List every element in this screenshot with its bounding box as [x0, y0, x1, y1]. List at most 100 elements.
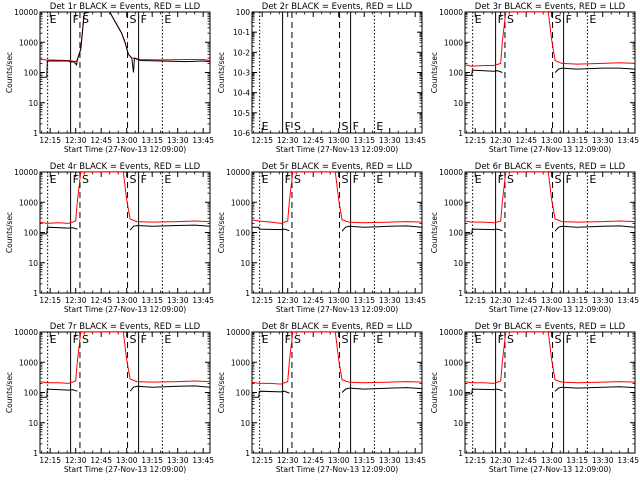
- y-tick-label: 10-2: [233, 48, 250, 57]
- y-axis-label: Counts/sec: [5, 372, 14, 413]
- x-tick-label: 13:00: [541, 456, 563, 465]
- plot-frame: [39, 171, 211, 294]
- marker-label: S: [342, 333, 349, 346]
- y-tick-label: 1: [245, 289, 250, 298]
- y-axis-label: Counts/sec: [5, 212, 14, 253]
- y-tick-label: 10: [453, 259, 463, 268]
- plot-frame: [251, 331, 423, 454]
- marker-label: F: [285, 333, 291, 346]
- marker-label: F: [285, 120, 291, 133]
- x-tick-label: 13:15: [141, 296, 163, 305]
- events-series-line-after: [129, 224, 210, 231]
- panel-4: Det 4r BLACK = Events, RED = LLD 1 10 100 10…: [5, 162, 214, 314]
- marker-label: F: [566, 173, 572, 186]
- y-tick-label: 10-5: [233, 109, 250, 118]
- marker-label: S: [555, 13, 562, 26]
- x-tick-label: 12:15: [251, 296, 273, 305]
- x-tick-label: 13:00: [328, 136, 350, 145]
- y-tick-label: 10000: [14, 168, 38, 177]
- y-tick-label: 10: [240, 259, 250, 268]
- y-axis-label: Counts/sec: [217, 372, 226, 413]
- marker-label: S: [555, 173, 562, 186]
- y-tick-label: 100: [236, 229, 251, 238]
- marker-label: S: [82, 173, 89, 186]
- y-tick-label: 100: [449, 229, 464, 238]
- x-tick-label: 13:45: [192, 296, 214, 305]
- panel-title: Det 3r BLACK = Events, RED = LLD: [475, 2, 626, 12]
- x-tick-label: 13:45: [617, 296, 639, 305]
- y-axis-label: Counts/sec: [430, 212, 439, 253]
- x-tick-label: 13:00: [116, 456, 138, 465]
- x-axis-label: Start Time (27-Nov-13 12:09:00): [489, 145, 611, 154]
- marker-label: S: [342, 173, 349, 186]
- panel-title: Det 2r BLACK = Events, RED = LLD: [262, 2, 413, 12]
- x-tick-label: 12:15: [464, 296, 486, 305]
- events-series-line-after: [341, 225, 422, 232]
- marker-label: E: [475, 173, 482, 186]
- events-series-line: [40, 12, 210, 78]
- marker-label: S: [130, 333, 137, 346]
- x-tick-label: 13:30: [379, 456, 401, 465]
- plot-frame: [39, 331, 211, 454]
- y-tick-label: 1: [245, 449, 250, 458]
- y-axis-label: Counts/sec: [217, 212, 226, 253]
- y-tick-label: 100: [24, 69, 39, 78]
- marker-label: F: [353, 120, 359, 133]
- x-tick-label: 12:30: [65, 296, 87, 305]
- y-tick-label: 1000: [19, 358, 38, 367]
- x-tick-label: 13:45: [192, 136, 214, 145]
- panel-series: [40, 332, 210, 398]
- panel-2: Det 2r BLACK = Events, RED = LLD 10-6 10-5…: [217, 2, 426, 154]
- panel-title: Det 1r BLACK = Events, RED = LLD: [50, 2, 201, 12]
- marker-label: E: [589, 173, 596, 186]
- events-series-line: [40, 226, 78, 235]
- x-tick-label: 13:00: [541, 136, 563, 145]
- y-tick-label: 100: [236, 8, 251, 17]
- y-tick-label: 1000: [19, 198, 38, 207]
- plot-frame: [251, 11, 423, 134]
- x-axis-label: Start Time (27-Nov-13 12:09:00): [489, 465, 611, 474]
- marker-label: F: [353, 333, 359, 346]
- y-tick-label: 10000: [14, 8, 38, 17]
- x-tick-label: 12:30: [277, 296, 299, 305]
- x-tick-label: 13:30: [592, 456, 614, 465]
- x-tick-label: 13:15: [353, 456, 375, 465]
- x-axis-label: Start Time (27-Nov-13 12:09:00): [276, 305, 398, 314]
- marker-label: F: [73, 173, 79, 186]
- y-tick-label: 10000: [439, 328, 463, 337]
- plot-frame: [464, 11, 636, 134]
- x-tick-label: 13:30: [592, 296, 614, 305]
- panel-title: Det 4r BLACK = Events, RED = LLD: [50, 162, 201, 172]
- y-tick-label: 1000: [231, 198, 250, 207]
- panel-series: [465, 332, 635, 395]
- events-series-line-after: [129, 385, 210, 392]
- y-tick-label: 10000: [14, 328, 38, 337]
- marker-label: F: [498, 13, 504, 26]
- x-tick-label: 13:00: [116, 136, 138, 145]
- marker-label: E: [262, 173, 269, 186]
- y-tick-label: 10000: [439, 168, 463, 177]
- lld-series-line: [465, 172, 635, 224]
- marker-label: F: [353, 173, 359, 186]
- lld-series-line: [465, 12, 635, 67]
- x-tick-label: 13:15: [353, 136, 375, 145]
- events-series-line: [465, 388, 503, 395]
- marker-label: S: [507, 173, 514, 186]
- y-tick-label: 100: [236, 389, 251, 398]
- events-series-line: [252, 390, 290, 398]
- y-tick-label: 1000: [444, 198, 463, 207]
- y-axis-label: Counts/sec: [430, 372, 439, 413]
- y-tick-label: 1000: [444, 358, 463, 367]
- marker-label: E: [589, 333, 596, 346]
- x-tick-label: 12:45: [515, 296, 537, 305]
- events-series-line: [40, 388, 78, 398]
- panel-series: [252, 332, 422, 398]
- y-tick-label: 10-6: [233, 129, 250, 138]
- y-tick-label: 10: [453, 419, 463, 428]
- lld-series-line: [40, 332, 210, 384]
- y-axis-label: Counts/sec: [430, 52, 439, 93]
- y-tick-label: 10-3: [233, 69, 250, 78]
- marker-label: F: [566, 13, 572, 26]
- x-tick-label: 12:45: [302, 296, 324, 305]
